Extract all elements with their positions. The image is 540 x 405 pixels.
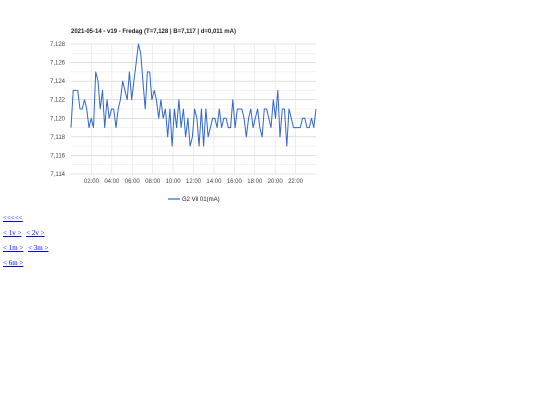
- line-chart: 2021-05-14 - v19 - Fredag (T=7,128 | B=7…: [50, 29, 317, 203]
- y-tick-label: 7,122: [50, 98, 66, 104]
- x-tick-label: 06:00: [125, 179, 141, 185]
- y-tick-label: 7,118: [50, 135, 65, 141]
- x-axis-ticks: 02:00 04:00 06:00 08:00 10:00 12:00 14:00 16:00…: [84, 179, 304, 185]
- nav-row-1: <<<<<: [3, 214, 26, 222]
- x-tick-label: 08:00: [145, 179, 161, 185]
- y-tick-label: 7,116: [50, 153, 65, 159]
- x-tick-label: 16:00: [227, 179, 243, 185]
- y-tick-label: 7,128: [50, 42, 66, 48]
- legend: G2 Vil 01(mA): [168, 197, 220, 203]
- legend-label: G2 Vil 01(mA): [182, 197, 220, 203]
- series: [70, 43, 317, 147]
- x-tick-label: 02:00: [84, 179, 100, 185]
- grid: [71, 43, 316, 175]
- x-tick-label: 10:00: [166, 179, 182, 185]
- y-tick-label: 7,126: [50, 61, 66, 67]
- nav-prev-far-link[interactable]: <<<<<: [3, 214, 23, 222]
- x-tick-label: 22:00: [288, 179, 304, 185]
- nav-row-3: < 1m > < 3m >: [3, 244, 51, 252]
- y-tick-label: 7,114: [50, 172, 65, 178]
- y-tick-label: 7,120: [50, 116, 66, 122]
- x-tick-label: 20:00: [268, 179, 284, 185]
- x-tick-label: 04:00: [104, 179, 120, 185]
- nav-row-4: < 6m >: [3, 259, 26, 267]
- y-tick-label: 7,124: [50, 79, 66, 85]
- x-tick-label: 18:00: [247, 179, 263, 185]
- nav-1v-link[interactable]: < 1v >: [3, 229, 22, 237]
- nav-row-2: < 1v > < 2v >: [3, 229, 48, 237]
- chart: 2021-05-14 - v19 - Fredag (T=7,128 | B=7…: [50, 29, 317, 203]
- nav-3m-link[interactable]: < 3m >: [28, 244, 49, 252]
- nav-1m-link[interactable]: < 1m >: [3, 244, 24, 252]
- series-line: [70, 43, 317, 147]
- nav-6m-link[interactable]: < 6m >: [3, 259, 24, 267]
- x-tick-label: 12:00: [186, 179, 202, 185]
- y-axis-ticks: 7,114 7,116 7,118 7,120 7,122 7,124 7,126 7,128: [50, 42, 66, 178]
- x-tick-label: 14:00: [206, 179, 222, 185]
- chart-title: 2021-05-14 - v19 - Fredag (T=7,128 | B=7…: [71, 29, 236, 35]
- nav-2v-link[interactable]: < 2v >: [26, 229, 45, 237]
